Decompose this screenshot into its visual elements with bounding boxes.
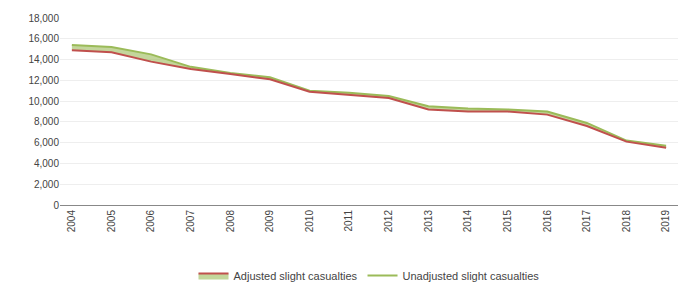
svg-text:2010: 2010: [304, 210, 315, 233]
svg-text:2004: 2004: [66, 210, 77, 233]
svg-text:2016: 2016: [542, 210, 553, 233]
svg-text:4,000: 4,000: [34, 158, 59, 169]
svg-text:2006: 2006: [145, 210, 156, 233]
svg-text:16,000: 16,000: [28, 33, 59, 44]
svg-text:2012: 2012: [383, 210, 394, 233]
svg-text:2019: 2019: [660, 210, 671, 233]
svg-text:2011: 2011: [343, 210, 354, 232]
svg-text:2018: 2018: [621, 210, 632, 233]
svg-text:2007: 2007: [185, 210, 196, 233]
svg-text:14,000: 14,000: [28, 54, 59, 65]
svg-text:2009: 2009: [264, 210, 275, 233]
svg-text:12,000: 12,000: [28, 75, 59, 86]
svg-text:10,000: 10,000: [28, 96, 59, 107]
svg-text:2008: 2008: [225, 210, 236, 233]
svg-text:2,000: 2,000: [34, 179, 59, 190]
svg-text:2014: 2014: [462, 210, 473, 233]
svg-text:2005: 2005: [106, 210, 117, 233]
svg-text:2017: 2017: [581, 210, 592, 233]
svg-text:Unadjusted slight casualties: Unadjusted slight casualties: [403, 270, 540, 282]
svg-text:Adjusted slight casualties: Adjusted slight casualties: [234, 270, 358, 282]
svg-text:0: 0: [53, 200, 59, 211]
svg-text:6,000: 6,000: [34, 137, 59, 148]
svg-text:8,000: 8,000: [34, 116, 59, 127]
svg-text:2013: 2013: [423, 210, 434, 233]
svg-text:18,000: 18,000: [28, 13, 59, 24]
svg-text:2015: 2015: [502, 210, 513, 233]
